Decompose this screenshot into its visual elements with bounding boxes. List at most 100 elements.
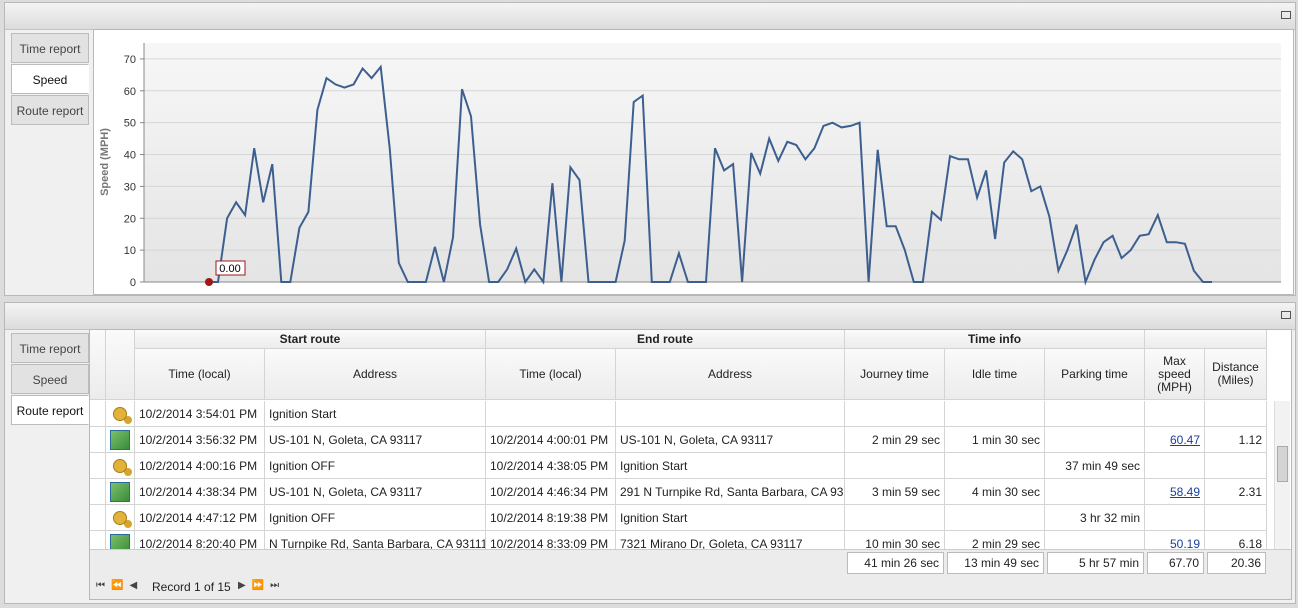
cell: 10/2/2014 4:00:16 PM <box>135 453 265 479</box>
cell: 1 min 30 sec <box>945 427 1045 453</box>
cell: 10/2/2014 4:47:12 PM <box>135 505 265 531</box>
cell: US-101 N, Goleta, CA 93117 <box>265 479 486 505</box>
column-header: Parking time <box>1045 349 1145 400</box>
group-header: Time info <box>845 330 1145 349</box>
column-header: Distance (Miles) <box>1205 349 1267 400</box>
y-tick-label: 20 <box>124 213 136 225</box>
y-tick-label: 70 <box>124 54 136 66</box>
total-cell: 41 min 26 sec <box>847 552 944 574</box>
tab[interactable]: Route report <box>11 395 89 425</box>
panel-header <box>5 303 1295 330</box>
cell <box>945 401 1045 427</box>
cell: 37 min 49 sec <box>1045 453 1145 479</box>
cell <box>845 505 945 531</box>
cell: 1.12 <box>1205 427 1267 453</box>
cell: 3 hr 32 min <box>1045 505 1145 531</box>
scroll-thumb[interactable] <box>1277 446 1288 482</box>
column-header: Journey time <box>845 349 945 400</box>
total-cell: 20.36 <box>1207 552 1266 574</box>
plot-area <box>144 43 1281 282</box>
cell <box>1205 505 1267 531</box>
row-icon <box>106 479 135 505</box>
cell <box>945 453 1045 479</box>
y-tick-label: 60 <box>124 86 136 98</box>
total-cell: 67.70 <box>1147 552 1204 574</box>
cell <box>845 453 945 479</box>
cell: 10/2/2014 3:56:32 PM <box>135 427 265 453</box>
row-indicator <box>90 505 106 531</box>
column-header: Max speed (MPH) <box>1145 349 1205 400</box>
row-indicator <box>90 453 106 479</box>
cell: Ignition Start <box>616 505 845 531</box>
cell: 10/2/2014 4:38:34 PM <box>135 479 265 505</box>
cell <box>1045 427 1145 453</box>
total-cell: 5 hr 57 min <box>1047 552 1144 574</box>
cell: 10/2/2014 8:19:38 PM <box>486 505 616 531</box>
record-label: Record 1 of 15 <box>152 580 231 594</box>
y-tick-label: 40 <box>124 150 136 162</box>
cell: Ignition OFF <box>265 505 486 531</box>
route-grid: Start route End route Time info Time (local… <box>89 329 1292 600</box>
maximize-icon[interactable] <box>1281 311 1291 319</box>
key-icon <box>113 510 127 525</box>
row-indicator <box>90 427 106 453</box>
column-header: Idle time <box>945 349 1045 400</box>
cell <box>486 401 616 427</box>
tab[interactable]: Speed graphic <box>11 364 89 417</box>
tab[interactable]: Time report <box>11 33 89 63</box>
group-header: End route <box>486 330 845 349</box>
header-cell <box>106 330 135 400</box>
panel-header <box>5 3 1295 30</box>
maximize-icon[interactable] <box>1281 11 1291 19</box>
row-icon <box>106 505 135 531</box>
cell <box>1145 401 1205 427</box>
tab[interactable]: Time report <box>11 333 89 363</box>
cell: US-101 N, Goleta, CA 93117 <box>616 427 845 453</box>
cell: Ignition Start <box>616 453 845 479</box>
header-cell <box>90 330 106 400</box>
cell <box>1145 453 1205 479</box>
cell: Ignition Start <box>265 401 486 427</box>
route-icon <box>110 429 130 450</box>
cell <box>845 401 945 427</box>
cell: 3 min 59 sec <box>845 479 945 505</box>
cell: 4 min 30 sec <box>945 479 1045 505</box>
cell <box>1205 453 1267 479</box>
cell: 10/2/2014 4:38:05 PM <box>486 453 616 479</box>
marker-label-box <box>215 260 246 276</box>
tab[interactable]: Speed graphic <box>11 64 89 117</box>
cell <box>1145 505 1205 531</box>
cell: 2.31 <box>1205 479 1267 505</box>
route-icon <box>110 481 130 502</box>
cell: 2 min 29 sec <box>845 427 945 453</box>
tab[interactable]: Route report <box>11 95 89 125</box>
cell <box>1045 479 1145 505</box>
cell[interactable]: 58.49 <box>1145 479 1205 505</box>
total-cell: 13 min 49 sec <box>947 552 1044 574</box>
pager-nav[interactable]: ▶⏩⏭ <box>238 580 286 591</box>
cell: 10/2/2014 3:54:01 PM <box>135 401 265 427</box>
y-tick-label: 10 <box>124 245 136 257</box>
y-tick-label: 50 <box>124 118 136 130</box>
cell <box>1205 401 1267 427</box>
cell: 10/2/2014 4:00:01 PM <box>486 427 616 453</box>
row-icon <box>106 427 135 453</box>
y-tick-label: 30 <box>124 181 136 193</box>
pager-nav[interactable]: ⏮⏪◀ <box>96 580 144 591</box>
cell: 10/2/2014 4:46:34 PM <box>486 479 616 505</box>
column-header: Time (local) <box>486 349 616 400</box>
key-icon <box>113 406 127 421</box>
cell <box>945 505 1045 531</box>
marker <box>205 278 213 286</box>
header-cell <box>1145 330 1267 349</box>
column-header: Address <box>616 349 845 400</box>
cell: 291 N Turnpike Rd, Santa Barbara, CA 931… <box>616 479 845 505</box>
chart: Speed (MPH) 0 10 20 30 40 50 60 70 0.00 <box>93 29 1294 295</box>
cell[interactable]: 60.47 <box>1145 427 1205 453</box>
row-indicator <box>90 479 106 505</box>
row-icon <box>106 401 135 427</box>
column-header: Address <box>265 349 486 400</box>
cell <box>1045 401 1145 427</box>
